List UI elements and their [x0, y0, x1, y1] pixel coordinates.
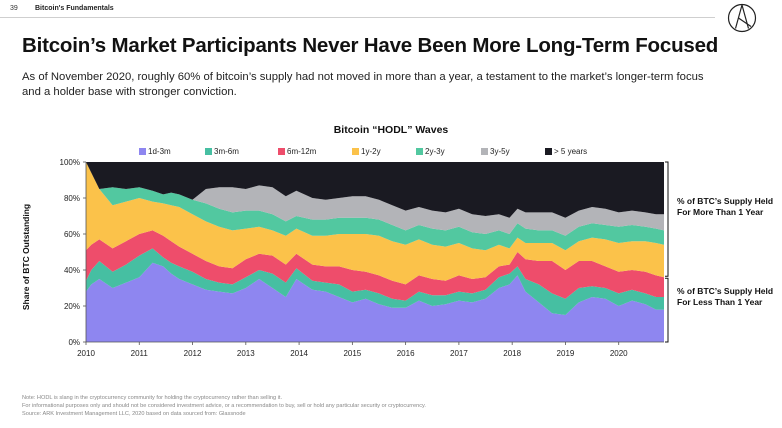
bracket-label-short-term: % of BTC’s Supply Held For Less Than 1 Y…: [677, 286, 774, 307]
x-tick-label: 2020: [610, 349, 628, 358]
y-tick-label: 20%: [64, 302, 80, 311]
legend-swatch: [545, 148, 552, 155]
y-tick-label: 80%: [64, 194, 80, 203]
legend-swatch: [205, 148, 212, 155]
note-hodl: Note: HODL is slang in the cryptocurrenc…: [22, 395, 283, 401]
x-tick-label: 2019: [557, 349, 575, 358]
x-tick-label: 2012: [184, 349, 202, 358]
footnotes: Note: HODL is slang in the cryptocurrenc…: [22, 394, 426, 418]
section-label: Bitcoin's Fundamentals: [35, 5, 114, 12]
x-tick-label: 2016: [397, 349, 415, 358]
legend-label: 2y-3y: [425, 147, 445, 156]
slide-subtitle: As of November 2020, roughly 60% of bitc…: [22, 71, 704, 98]
legend-label: 1d-3m: [148, 147, 171, 156]
area-series-3y-5y: [86, 162, 664, 236]
y-tick-label: 100%: [60, 158, 80, 167]
bracket-long-term: [665, 161, 669, 277]
area-series-1d-3m: [86, 262, 664, 342]
chart-title: Bitcoin “HODL” Waves: [333, 124, 449, 136]
bracket-label-long-term: % of BTC’s Supply Held For More Than 1 Y…: [677, 196, 774, 217]
note-disclaimer: For informational purposes only and shou…: [22, 403, 426, 409]
area-series-1y-2y: [86, 162, 664, 285]
x-tick-label: 2015: [343, 349, 361, 358]
ark-logo: [727, 3, 757, 33]
area-series-6m-12m: [86, 230, 664, 301]
header-divider: [0, 17, 715, 18]
y-tick-label: 60%: [64, 230, 80, 239]
area-series-5-years: [86, 162, 664, 218]
legend-swatch: [481, 148, 488, 155]
legend-label: 6m-12m: [287, 147, 317, 156]
legend-swatch: [139, 148, 146, 155]
legend-label: > 5 years: [554, 147, 588, 156]
note-source: Source: ARK Investment Management LLC, 2…: [22, 411, 246, 417]
legend-swatch: [352, 148, 359, 155]
bracket-layer: [665, 161, 669, 343]
x-tick-label: 2013: [237, 349, 255, 358]
area-layer: [86, 162, 664, 342]
y-tick-label: 0%: [68, 338, 80, 347]
x-tick-label: 2010: [77, 349, 95, 358]
slide-title: Bitcoin’s Market Participants Never Have…: [22, 34, 719, 57]
x-tick-label: 2017: [450, 349, 468, 358]
legend-swatch: [278, 148, 285, 155]
bracket-short-term: [665, 277, 669, 343]
x-tick-label: 2018: [503, 349, 521, 358]
area-series-2y-3y: [86, 162, 664, 251]
x-tick-label: 2014: [290, 349, 308, 358]
axis-layer: 0% 20% 40% 60% 80% 100% 2010 2011 2012 2013 2014 20…: [60, 158, 664, 358]
legend-label: 1y-2y: [361, 147, 381, 156]
legend-swatch: [416, 148, 423, 155]
area-series-3m-6m: [86, 248, 664, 315]
page-number: 39: [10, 5, 18, 12]
legend-label: 3m-6m: [214, 147, 239, 156]
x-tick-label: 2011: [131, 349, 149, 358]
y-tick-label: 40%: [64, 266, 80, 275]
legend-label: 3y-5y: [490, 147, 510, 156]
